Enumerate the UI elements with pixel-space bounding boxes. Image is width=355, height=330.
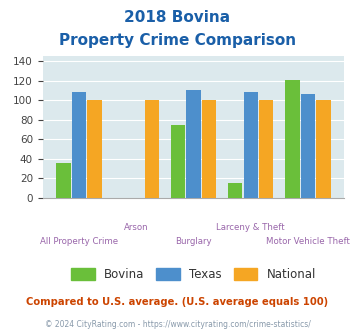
Text: Property Crime Comparison: Property Crime Comparison [59, 33, 296, 48]
Legend: Bovina, Texas, National: Bovina, Texas, National [66, 263, 321, 286]
Bar [56, 163, 71, 198]
Text: © 2024 CityRating.com - https://www.cityrating.com/crime-statistics/: © 2024 CityRating.com - https://www.city… [45, 320, 310, 329]
Bar [259, 100, 273, 198]
Bar [144, 100, 159, 198]
Text: Burglary: Burglary [175, 237, 212, 246]
Bar [228, 183, 242, 198]
Bar [87, 100, 102, 198]
Bar [186, 90, 201, 198]
Text: All Property Crime: All Property Crime [40, 237, 118, 246]
Bar [301, 94, 315, 198]
Text: Compared to U.S. average. (U.S. average equals 100): Compared to U.S. average. (U.S. average … [26, 297, 329, 307]
Bar [202, 100, 216, 198]
Text: Larceny & Theft: Larceny & Theft [217, 223, 285, 232]
Text: 2018 Bovina: 2018 Bovina [125, 10, 230, 25]
Bar [171, 125, 185, 198]
Bar [316, 100, 331, 198]
Bar [244, 92, 258, 198]
Bar [72, 92, 86, 198]
Text: Arson: Arson [124, 223, 148, 232]
Bar [285, 80, 300, 198]
Text: Motor Vehicle Theft: Motor Vehicle Theft [266, 237, 350, 246]
